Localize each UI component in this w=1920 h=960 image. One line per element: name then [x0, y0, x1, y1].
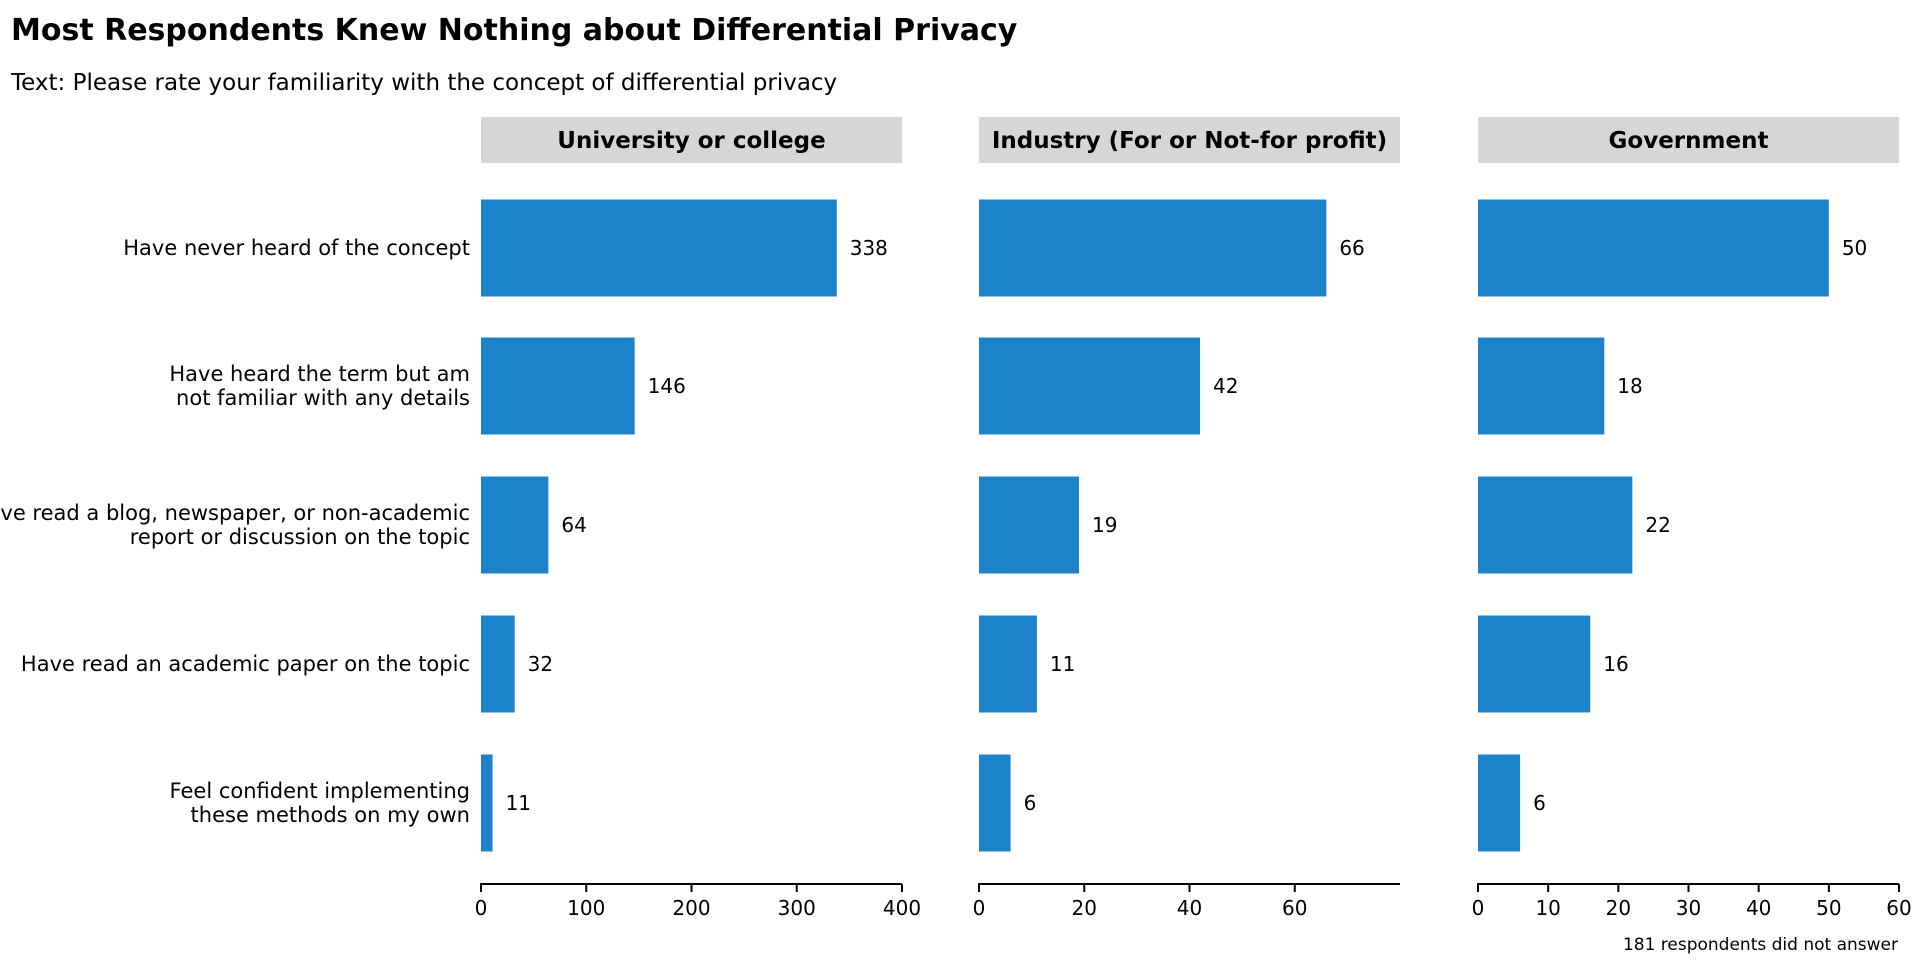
value-label: 11	[1050, 652, 1075, 676]
x-tick-label: 50	[1816, 896, 1841, 920]
x-tick-label: 0	[973, 896, 986, 920]
value-label: 18	[1617, 374, 1642, 398]
panel: University or college 338 146 64 32 11 0 100 200…	[475, 117, 921, 920]
value-label: 50	[1842, 236, 1867, 260]
bar	[979, 476, 1079, 574]
value-label: 42	[1213, 374, 1238, 398]
x-tick-label: 10	[1535, 896, 1560, 920]
category-label: Have heard the term but am not familiar w…	[169, 362, 470, 410]
value-label: 338	[850, 236, 888, 260]
x-tick-label: 20	[1606, 896, 1631, 920]
x-tick-label: 400	[883, 896, 921, 920]
value-label: 6	[1024, 791, 1037, 815]
panel-title: University or college	[557, 128, 825, 154]
panel-title: Government	[1609, 128, 1769, 154]
x-tick-label: 100	[567, 896, 605, 920]
value-label: 6	[1533, 791, 1546, 815]
category-label: Feel confident implementing these methods…	[170, 779, 470, 827]
bar	[979, 615, 1037, 713]
bar	[1478, 476, 1633, 574]
chart-title: Most Respondents Knew Nothing about Diff…	[11, 13, 1018, 48]
x-tick-label: 200	[672, 896, 710, 920]
x-tick-label: 60	[1886, 896, 1911, 920]
category-label-line: report or discussion on the topic	[130, 525, 470, 549]
bar	[1478, 754, 1521, 852]
bar	[979, 199, 1327, 297]
category-label-line: not familiar with any details	[176, 386, 470, 410]
category-label: Have never heard of the concept	[123, 236, 470, 260]
category-label-line: Have heard the term but am	[169, 362, 470, 386]
bar	[481, 476, 549, 574]
bar	[1478, 615, 1591, 713]
bar	[481, 337, 635, 435]
x-tick-label: 40	[1746, 896, 1771, 920]
category-label-line: Have read a blog, newspaper, or non-acad…	[0, 501, 470, 525]
panel-strip	[481, 117, 902, 163]
chart-caption: 181 respondents did not answer	[1623, 935, 1898, 955]
x-tick-label: 20	[1072, 896, 1097, 920]
bar	[979, 754, 1011, 852]
panel-title: Industry (For or Not-for profit)	[992, 128, 1387, 154]
value-label: 22	[1645, 513, 1670, 537]
bar	[1478, 199, 1829, 297]
bar	[1478, 337, 1605, 435]
panel-strip	[979, 117, 1400, 163]
value-label: 32	[528, 652, 553, 676]
x-tick-label: 60	[1282, 896, 1307, 920]
panel-strip	[1478, 117, 1899, 163]
x-tick-label: 40	[1177, 896, 1202, 920]
value-label: 66	[1339, 236, 1364, 260]
chart-subtitle: Text: Please rate your familiarity with …	[10, 70, 837, 96]
category-labels: Have never heard of the concept Have hear…	[0, 236, 470, 827]
category-label-line: Feel confident implementing	[170, 779, 470, 803]
bar	[481, 754, 493, 852]
x-tick-label: 0	[1472, 896, 1485, 920]
x-tick-label: 0	[475, 896, 488, 920]
value-label: 11	[506, 791, 531, 815]
category-label: Have read an academic paper on the topic	[21, 652, 470, 676]
bar	[979, 337, 1201, 435]
bar	[481, 199, 837, 297]
category-label-line: Have read an academic paper on the topic	[21, 652, 470, 676]
category-label-line: these methods on my own	[191, 803, 470, 827]
value-label: 146	[648, 374, 686, 398]
value-label: 19	[1092, 513, 1117, 537]
panel: Industry (For or Not-for profit) 66 42 19 11…	[973, 117, 1400, 920]
value-label: 16	[1603, 652, 1628, 676]
category-label: Have read a blog, newspaper, or non-acad…	[0, 501, 470, 549]
x-tick-label: 300	[778, 896, 816, 920]
bar	[481, 615, 515, 713]
category-label-line: Have never heard of the concept	[123, 236, 470, 260]
x-tick-label: 30	[1676, 896, 1701, 920]
value-label: 64	[561, 513, 586, 537]
